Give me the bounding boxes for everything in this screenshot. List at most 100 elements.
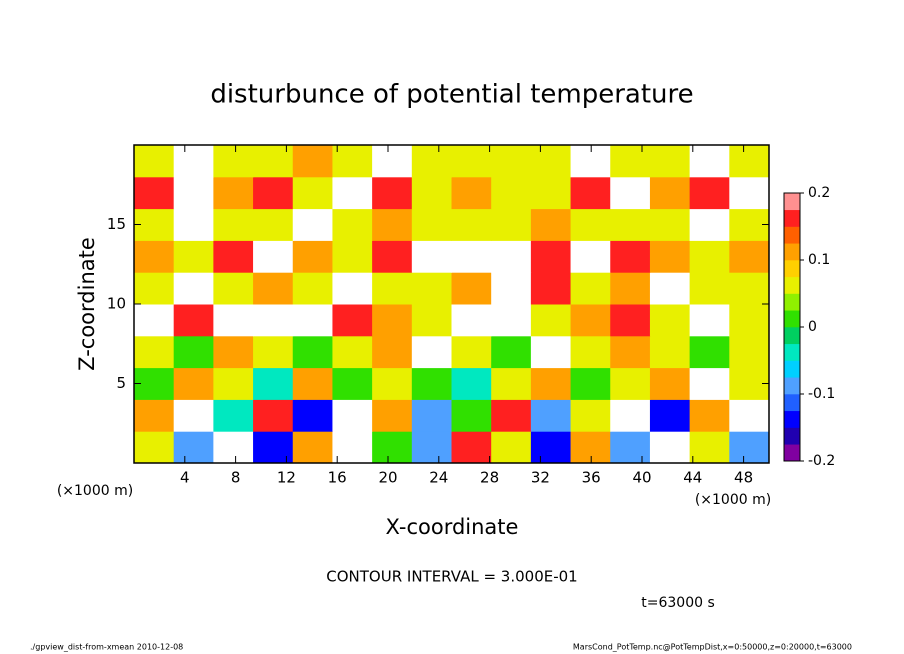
heat-cell [689,240,730,273]
heat-cell [649,399,691,432]
x-tick-label: 16 [328,469,347,487]
heat-cell [292,399,333,432]
heat-cell [530,145,572,178]
heat-cell [292,431,333,464]
heat-cell [610,399,651,432]
heat-cell [610,145,651,178]
x-tick-label: 48 [734,469,753,487]
heat-cell [372,399,413,432]
colorbar-swatch [784,193,800,211]
heat-cell [213,431,254,464]
heat-cell [253,208,294,241]
heat-cell [729,399,770,432]
heat-cell [213,176,254,210]
heat-cell [372,208,413,241]
colorbar-swatch [784,243,800,261]
heat-cell [491,304,532,337]
heat-cell [253,176,294,210]
heat-cell [332,399,373,432]
heat-cell [530,431,572,464]
heat-cell [173,240,214,273]
heat-cell [491,335,532,369]
colorbar-tick-label: 0.1 [808,252,830,268]
heat-cell [649,208,691,241]
heat-cell [213,272,254,305]
heat-cell [213,145,254,178]
heat-cell [213,399,254,432]
contour-interval: CONTOUR INTERVAL = 3.000E-01 [326,568,577,586]
heat-cell [530,399,572,432]
heat-cell [570,176,611,210]
x-tick-label: 20 [378,469,397,487]
heat-cell [173,367,214,400]
y-tick-label: 15 [107,215,126,233]
y-tick-label: 5 [116,374,126,392]
heat-cell [530,176,572,210]
heat-cell [729,335,770,369]
heat-cell [570,208,611,241]
heat-cell [610,367,651,400]
x-tick-label: 32 [531,469,550,487]
heat-cell [134,335,175,369]
colorbar-swatch [784,427,800,445]
colorbar-swatch [784,410,800,428]
heat-cell [570,272,611,305]
heat-cell [729,176,770,210]
heat-cell [530,272,572,305]
heat-cell [173,208,214,241]
heat-cell [610,176,651,210]
heat-cell [451,335,492,369]
heat-cell [173,176,214,210]
heat-cell [411,240,452,273]
chart-title: disturbunce of potential temperature [210,80,693,110]
heat-cell [253,367,294,400]
heat-cell [451,176,492,210]
footer-left: ./gpview_dist-from-xmean 2010-12-08 [30,643,183,652]
colorbar-tick-label: -0.1 [808,386,835,402]
heat-cell [649,272,691,305]
colorbar-swatch [784,226,800,244]
heat-cell [491,240,532,273]
heat-cell [530,240,572,273]
colorbar-tick-label: -0.2 [808,453,835,469]
heat-cell [729,304,770,337]
heat-cell [610,335,651,369]
heat-cell [689,145,730,178]
footer-right: MarsCond_PotTemp.nc@PotTempDist,x=0:5000… [573,643,852,652]
heat-cell [173,335,214,369]
colorbar-swatch [784,293,800,311]
heat-cell [173,399,214,432]
heat-cell [372,240,413,273]
heat-cell [689,208,730,241]
heat-cell [729,240,770,273]
heat-cell [610,208,651,241]
x-tick-label: 36 [582,469,601,487]
heat-cell [173,304,214,337]
heat-cell [253,304,294,337]
heat-cell [372,304,413,337]
colorbar-tick-label: 0.2 [808,185,830,201]
heat-cell [570,304,611,337]
heat-cell [411,367,452,400]
heat-cell [491,431,532,464]
heat-cell [610,304,651,337]
heat-cell [134,272,175,305]
heat-cell [213,367,254,400]
heat-cell [173,431,214,464]
x-axis-label: X-coordinate [386,515,519,539]
colorbar-swatch [784,276,800,294]
heat-cell [649,335,691,369]
heat-cell [411,145,452,178]
heat-cell [530,367,572,400]
heat-cell [451,145,492,178]
colorbar-swatch [784,394,800,412]
heat-cell [134,399,175,432]
heat-cell [253,240,294,273]
colorbar-swatch [784,310,800,328]
heat-cell [451,272,492,305]
y-tick-label: 10 [107,295,126,313]
heat-cell [689,176,730,210]
heat-cell [689,272,730,305]
heat-cell [491,272,532,305]
